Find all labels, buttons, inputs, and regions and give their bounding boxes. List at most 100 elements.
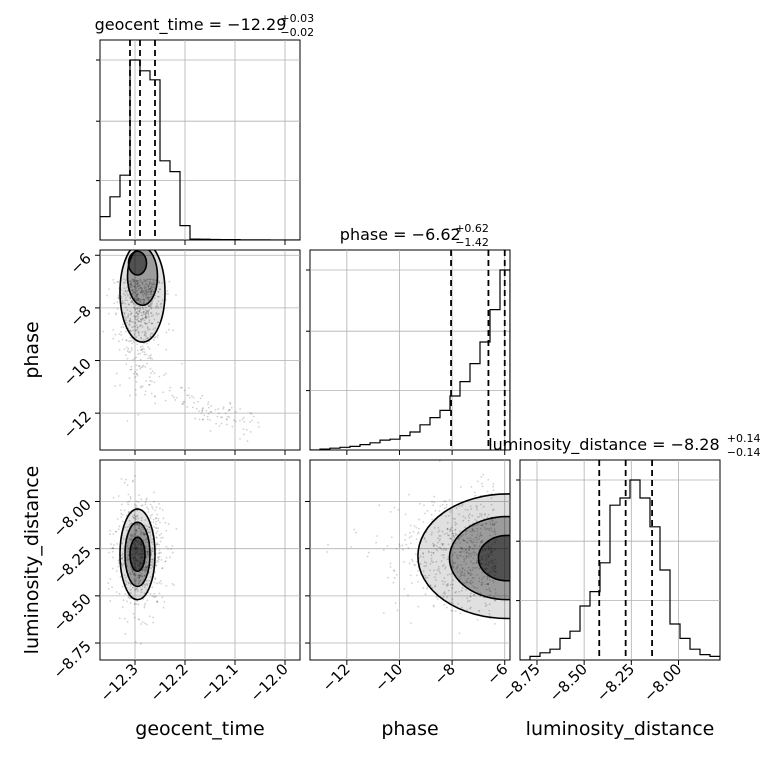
- sample-point: [149, 528, 152, 531]
- sample-point: [152, 521, 155, 524]
- sample-point: [416, 532, 419, 535]
- sample-point: [146, 552, 149, 555]
- sample-point: [461, 548, 464, 551]
- sample-point: [481, 549, 484, 551]
- sample-point: [473, 593, 475, 596]
- sample-point: [158, 281, 160, 284]
- sample-point: [486, 516, 489, 519]
- sample-point: [466, 597, 469, 600]
- sample-point: [485, 558, 488, 561]
- sample-point: [128, 519, 131, 522]
- sample-point: [156, 321, 159, 324]
- sample-point: [152, 621, 155, 624]
- sample-point: [150, 372, 152, 374]
- panel-geocent_time-vs-phase: [99, 249, 301, 451]
- sample-point: [439, 505, 442, 508]
- sample-point: [194, 417, 197, 420]
- sample-point: [157, 291, 160, 293]
- sample-point: [140, 287, 142, 290]
- sample-point: [446, 528, 449, 530]
- sample-point: [133, 516, 135, 519]
- sample-point: [491, 519, 493, 521]
- sample-point: [482, 473, 485, 476]
- sample-point: [150, 306, 153, 309]
- sample-point: [137, 517, 140, 520]
- sample-point: [443, 547, 446, 550]
- sample-point: [481, 540, 484, 542]
- sample-point: [136, 522, 139, 525]
- sample-point: [128, 324, 131, 327]
- sample-point: [493, 574, 496, 577]
- sample-point: [487, 527, 490, 530]
- sample-point: [122, 292, 125, 295]
- sample-point: [157, 334, 159, 337]
- sample-point: [460, 534, 462, 537]
- sample-point: [436, 569, 439, 571]
- sample-point: [193, 401, 195, 404]
- sample-point: [140, 543, 143, 546]
- sample-point: [433, 569, 435, 572]
- sample-point: [471, 528, 474, 531]
- sample-point: [477, 523, 479, 526]
- sample-point: [138, 565, 141, 568]
- sample-point: [126, 620, 129, 623]
- sample-point: [141, 287, 143, 290]
- sample-point: [116, 280, 119, 283]
- sample-point: [135, 529, 138, 532]
- sample-point: [471, 562, 474, 565]
- sample-point: [144, 322, 147, 325]
- samples-geocent_time-phase: [102, 250, 260, 443]
- sample-point: [131, 301, 134, 304]
- sample-point: [160, 582, 163, 585]
- sample-point: [141, 283, 144, 286]
- sample-point: [478, 609, 481, 612]
- sample-point: [129, 368, 132, 371]
- sample-point: [134, 583, 137, 586]
- sample-point: [124, 294, 127, 296]
- sample-point: [151, 322, 154, 325]
- sample-point: [133, 572, 135, 575]
- sample-point: [484, 583, 487, 586]
- title-luminosity_distance: luminosity_distance = −8.28: [488, 435, 719, 455]
- sample-point: [157, 556, 160, 559]
- sample-point: [136, 559, 139, 562]
- sample-point: [135, 303, 138, 306]
- sample-point: [119, 575, 122, 578]
- sample-point: [487, 583, 489, 586]
- sample-point: [117, 295, 120, 298]
- sample-point: [148, 383, 150, 386]
- sample-point: [153, 297, 156, 299]
- sample-point: [139, 623, 142, 625]
- sample-point: [161, 567, 164, 570]
- sample-point: [494, 565, 497, 568]
- sample-point: [139, 367, 141, 370]
- sample-point: [419, 555, 422, 558]
- sample-point: [124, 579, 127, 582]
- sample-point: [121, 554, 124, 556]
- sample-point: [327, 543, 329, 546]
- sample-point: [134, 548, 137, 551]
- sample-point: [493, 549, 496, 552]
- sample-point: [486, 567, 489, 570]
- sample-point: [489, 590, 492, 593]
- sample-point: [136, 292, 139, 295]
- sample-point: [218, 425, 221, 427]
- sample-point: [146, 564, 149, 567]
- sample-point: [472, 557, 475, 560]
- sample-point: [448, 534, 450, 537]
- sample-point: [488, 612, 491, 615]
- sample-point: [129, 566, 132, 568]
- sample-point: [150, 549, 153, 552]
- sample-point: [140, 565, 143, 568]
- sample-point: [132, 479, 134, 482]
- sample-point: [451, 560, 454, 563]
- sample-point: [449, 511, 452, 513]
- sample-point: [102, 330, 105, 333]
- sample-point: [120, 326, 123, 329]
- sample-point: [131, 535, 134, 538]
- sample-point: [132, 557, 135, 560]
- sample-point: [484, 568, 486, 571]
- sample-point: [452, 535, 455, 538]
- sample-point: [449, 528, 452, 530]
- sample-point: [136, 550, 138, 553]
